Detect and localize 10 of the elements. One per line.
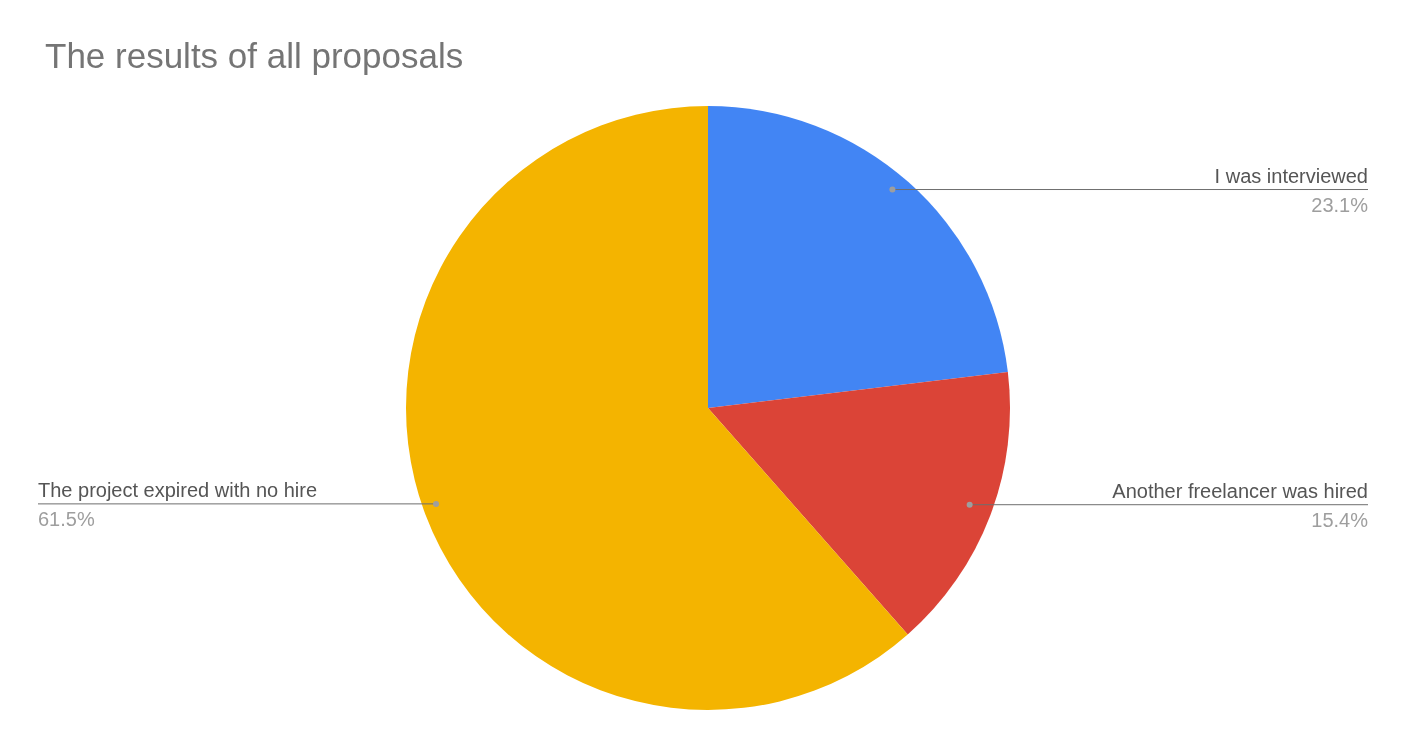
data-label: 23.1% — [1311, 193, 1369, 216]
data-label: 15.4% — [1311, 508, 1369, 531]
slice-label: Another freelancer was hired — [1112, 479, 1368, 502]
data-label: 61.5% — [38, 507, 95, 530]
pie-slice — [708, 106, 1008, 408]
chart-title: The results of all proposals — [45, 36, 464, 76]
slice-label: I was interviewed — [1214, 164, 1368, 187]
slice-label: The project expired with no hire — [38, 478, 318, 501]
pie-slice — [708, 372, 1010, 635]
pie-slice — [406, 106, 908, 710]
